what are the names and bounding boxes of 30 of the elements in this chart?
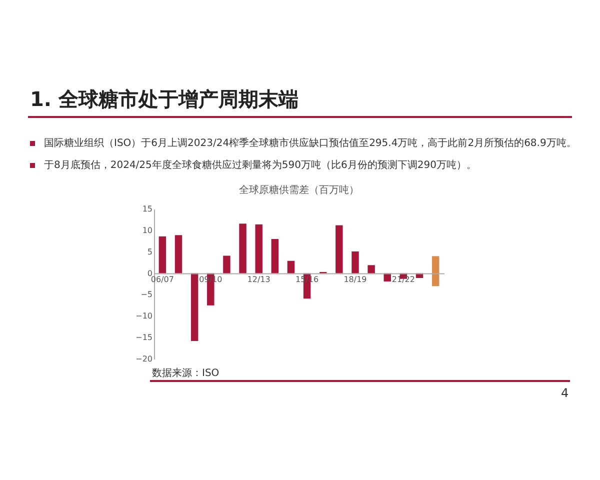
text: 国际糖业组织（ISO）于6月上调2023/24榨季全球糖市供应缺口预估值至295.4万吨，高于此前2月所预估的68.9万吨。 bbox=[44, 138, 576, 149]
bar bbox=[432, 256, 440, 286]
y-tick-label: −15 bbox=[136, 333, 152, 342]
text: 于8月底预估，2024/25年度全球食糖供应过剩量将为590万吨（比6月份的预测下调290万吨）。 bbox=[44, 160, 476, 171]
y-tick-label: 15 bbox=[142, 204, 152, 214]
text: 4 bbox=[561, 386, 569, 400]
x-tick-label: 21/22 bbox=[392, 274, 415, 284]
y-tick-label: −20 bbox=[136, 354, 152, 364]
bar bbox=[287, 260, 295, 274]
x-tick-label: 06/07 bbox=[150, 274, 174, 284]
y-tick-label: −5 bbox=[140, 290, 152, 300]
bar bbox=[174, 235, 182, 274]
chart-title: 1. 全球糖市处于增产周期末端 bbox=[30, 86, 298, 113]
bar bbox=[158, 236, 166, 274]
bar bbox=[223, 256, 230, 274]
bar bbox=[336, 225, 343, 274]
bar bbox=[239, 224, 246, 274]
y-tick-label: −10 bbox=[136, 312, 152, 321]
bar bbox=[352, 251, 359, 274]
bar bbox=[271, 239, 279, 274]
x-tick-label: 18/19 bbox=[344, 274, 367, 284]
y-tick-label: 5 bbox=[147, 247, 152, 256]
x-tick-label: 12/13 bbox=[247, 274, 270, 284]
y-tick-label: 10 bbox=[142, 226, 152, 235]
source-note: 数据来源：ISO bbox=[152, 366, 220, 380]
y-tick-label: 0 bbox=[147, 268, 152, 278]
bar bbox=[255, 224, 262, 274]
bar bbox=[368, 265, 375, 274]
bar bbox=[190, 273, 198, 341]
chart-subtitle: 全球原糖供需差（百万吨） bbox=[239, 184, 359, 196]
